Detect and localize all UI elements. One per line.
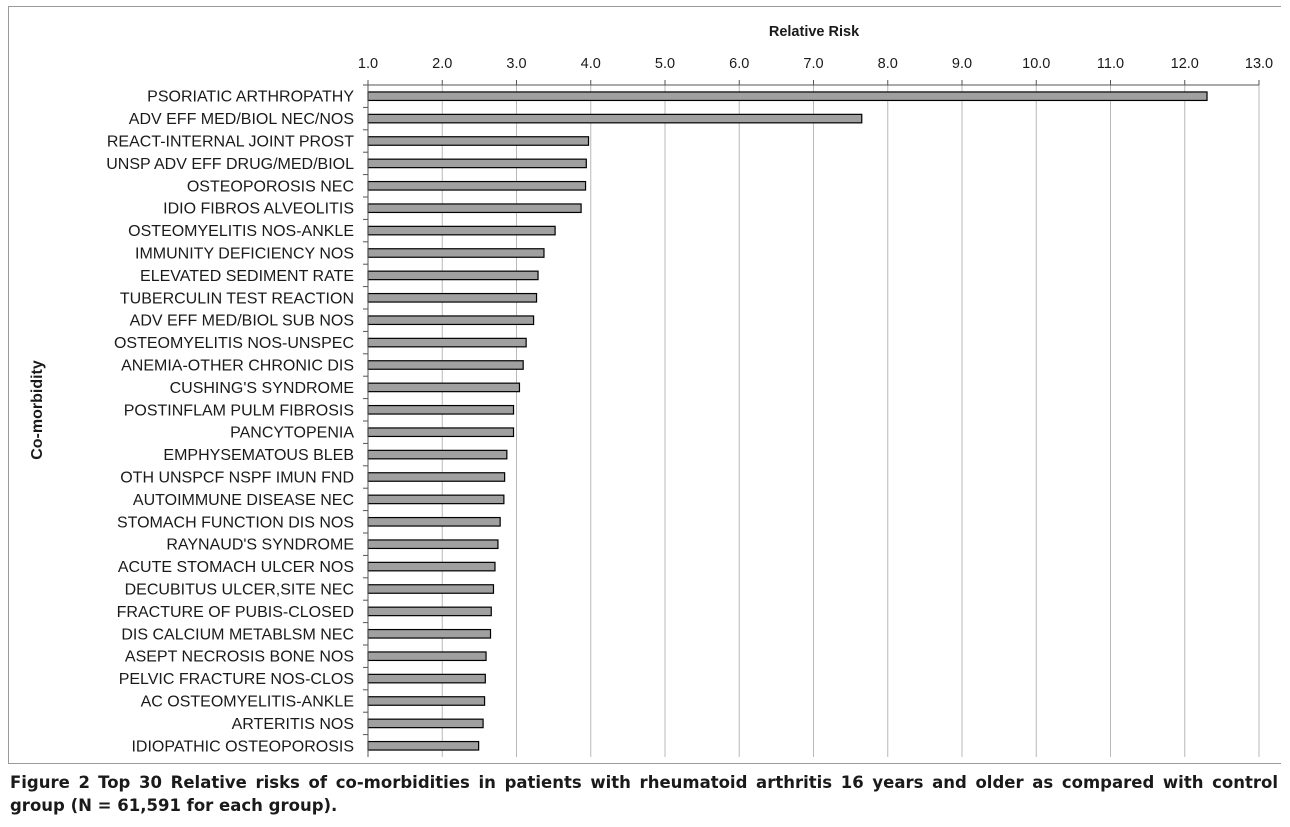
x-tick-label: 11.0 bbox=[1097, 56, 1124, 72]
bar bbox=[367, 696, 486, 706]
category-label: OTH UNSPCF NSPF IMUN FND bbox=[120, 470, 354, 487]
category-label: ADV EFF MED/BIOL SUB NOS bbox=[130, 313, 354, 330]
category-label: ANEMIA-OTHER CHRONIC DIS bbox=[121, 358, 354, 375]
bar bbox=[367, 427, 515, 438]
category-label: TUBERCULIN TEST REACTION bbox=[120, 290, 354, 307]
category-label: OSTEOMYELITIS NOS-ANKLE bbox=[128, 223, 354, 240]
bar bbox=[367, 740, 480, 751]
grid-lines bbox=[441, 85, 1260, 757]
relative-risk-bar-chart: 1.0 2.0 3.0 4.0 5.0 6.0 7.0 8.0 9.0 10.0 11.0 12.0 1… bbox=[29, 24, 1273, 757]
category-label: PSORIATIC ARTHROPATHY bbox=[147, 89, 354, 106]
labels: 1.0 2.0 3.0 4.0 5.0 6.0 7.0 8.0 9.0 10.0 11.0 12.0 1… bbox=[106, 56, 1273, 755]
bar bbox=[367, 292, 538, 303]
category-label: PELVIC FRACTURE NOS-CLOS bbox=[119, 671, 354, 688]
category-label: ARTERITIS NOS bbox=[232, 716, 354, 733]
figure-label: Figure 2 bbox=[10, 773, 90, 792]
category-label: IDIOPATHIC OSTEOPOROSIS bbox=[131, 738, 354, 755]
x-tick-label: 6.0 bbox=[729, 56, 749, 72]
bar bbox=[367, 516, 501, 527]
category-label: FRACTURE OF PUBIS-CLOSED bbox=[117, 604, 354, 621]
category-label: ELEVATED SEDIMENT RATE bbox=[140, 268, 354, 285]
figure-caption: Figure 2 Top 30 Relative risks of co-mor… bbox=[10, 771, 1278, 817]
bar bbox=[367, 180, 587, 191]
x-axis-title: Relative Risk bbox=[769, 24, 860, 40]
x-tick-label: 2.0 bbox=[432, 56, 452, 72]
bar bbox=[367, 203, 582, 214]
x-tick-label: 5.0 bbox=[655, 56, 675, 72]
bar bbox=[367, 628, 492, 639]
x-tick-label: 12.0 bbox=[1171, 56, 1199, 72]
figure-caption-text: Top 30 Relative risks of co-morbidities … bbox=[10, 773, 1279, 815]
category-label: DIS CALCIUM METABLSM NEC bbox=[121, 626, 354, 643]
bar bbox=[367, 248, 545, 258]
bar bbox=[367, 449, 508, 460]
category-label: STOMACH FUNCTION DIS NOS bbox=[117, 514, 354, 531]
category-label: AUTOIMMUNE DISEASE NEC bbox=[133, 492, 354, 509]
x-tick-label: 1.0 bbox=[358, 56, 378, 72]
bar bbox=[367, 113, 863, 124]
bar bbox=[367, 225, 556, 236]
x-tick-label: 3.0 bbox=[506, 56, 526, 72]
x-tick-label: 9.0 bbox=[952, 56, 972, 72]
bar bbox=[367, 584, 495, 594]
x-tick-label: 4.0 bbox=[581, 56, 601, 72]
category-label: REACT-INTERNAL JOINT PROST bbox=[107, 134, 354, 151]
bar bbox=[367, 539, 499, 550]
bar bbox=[367, 718, 484, 729]
category-label: DECUBITUS ULCER,SITE NEC bbox=[125, 582, 354, 599]
x-tick-label: 10.0 bbox=[1022, 56, 1050, 72]
category-label: EMPHYSEMATOUS BLEB bbox=[163, 447, 354, 464]
bar bbox=[367, 315, 535, 326]
category-label: ASEPT NECROSIS BONE NOS bbox=[125, 649, 354, 666]
x-tick-label: 8.0 bbox=[878, 56, 898, 72]
category-label: ADV EFF MED/BIOL NEC/NOS bbox=[129, 111, 354, 128]
bar bbox=[367, 651, 487, 662]
bar bbox=[367, 404, 515, 415]
axes bbox=[363, 80, 1260, 757]
category-label: CUSHING'S SYNDROME bbox=[170, 380, 354, 397]
x-tick-label: 7.0 bbox=[803, 56, 823, 72]
category-label: IMMUNITY DEFICIENCY NOS bbox=[135, 246, 354, 263]
category-label: PANCYTOPENIA bbox=[230, 425, 354, 442]
category-label: RAYNAUD'S SYNDROME bbox=[166, 537, 354, 554]
x-tick-label: 13.0 bbox=[1245, 56, 1273, 72]
bars bbox=[367, 91, 1208, 751]
chart-frame bbox=[8, 6, 1281, 764]
bar bbox=[367, 136, 590, 146]
bar bbox=[367, 337, 527, 348]
bar bbox=[367, 494, 505, 505]
y-axis-title: Co-morbidity bbox=[29, 360, 46, 460]
bar bbox=[367, 673, 486, 684]
category-label: POSTINFLAM PULM FIBROSIS bbox=[124, 402, 354, 419]
bar bbox=[367, 360, 524, 370]
category-label: AC OSTEOMYELITIS-ANKLE bbox=[141, 694, 354, 711]
bar bbox=[367, 158, 587, 169]
category-label: IDIO FIBROS ALVEOLITIS bbox=[163, 201, 354, 218]
category-label: OSTEOPOROSIS NEC bbox=[187, 178, 354, 195]
bar bbox=[367, 606, 492, 617]
bar bbox=[367, 382, 521, 393]
bar bbox=[367, 91, 1208, 102]
bar bbox=[367, 561, 496, 572]
category-label: UNSP ADV EFF DRUG/MED/BIOL bbox=[106, 156, 354, 173]
bar bbox=[367, 270, 539, 281]
category-label: OSTEOMYELITIS NOS-UNSPEC bbox=[114, 335, 354, 352]
category-label: ACUTE STOMACH ULCER NOS bbox=[118, 559, 354, 576]
bar bbox=[367, 472, 506, 482]
